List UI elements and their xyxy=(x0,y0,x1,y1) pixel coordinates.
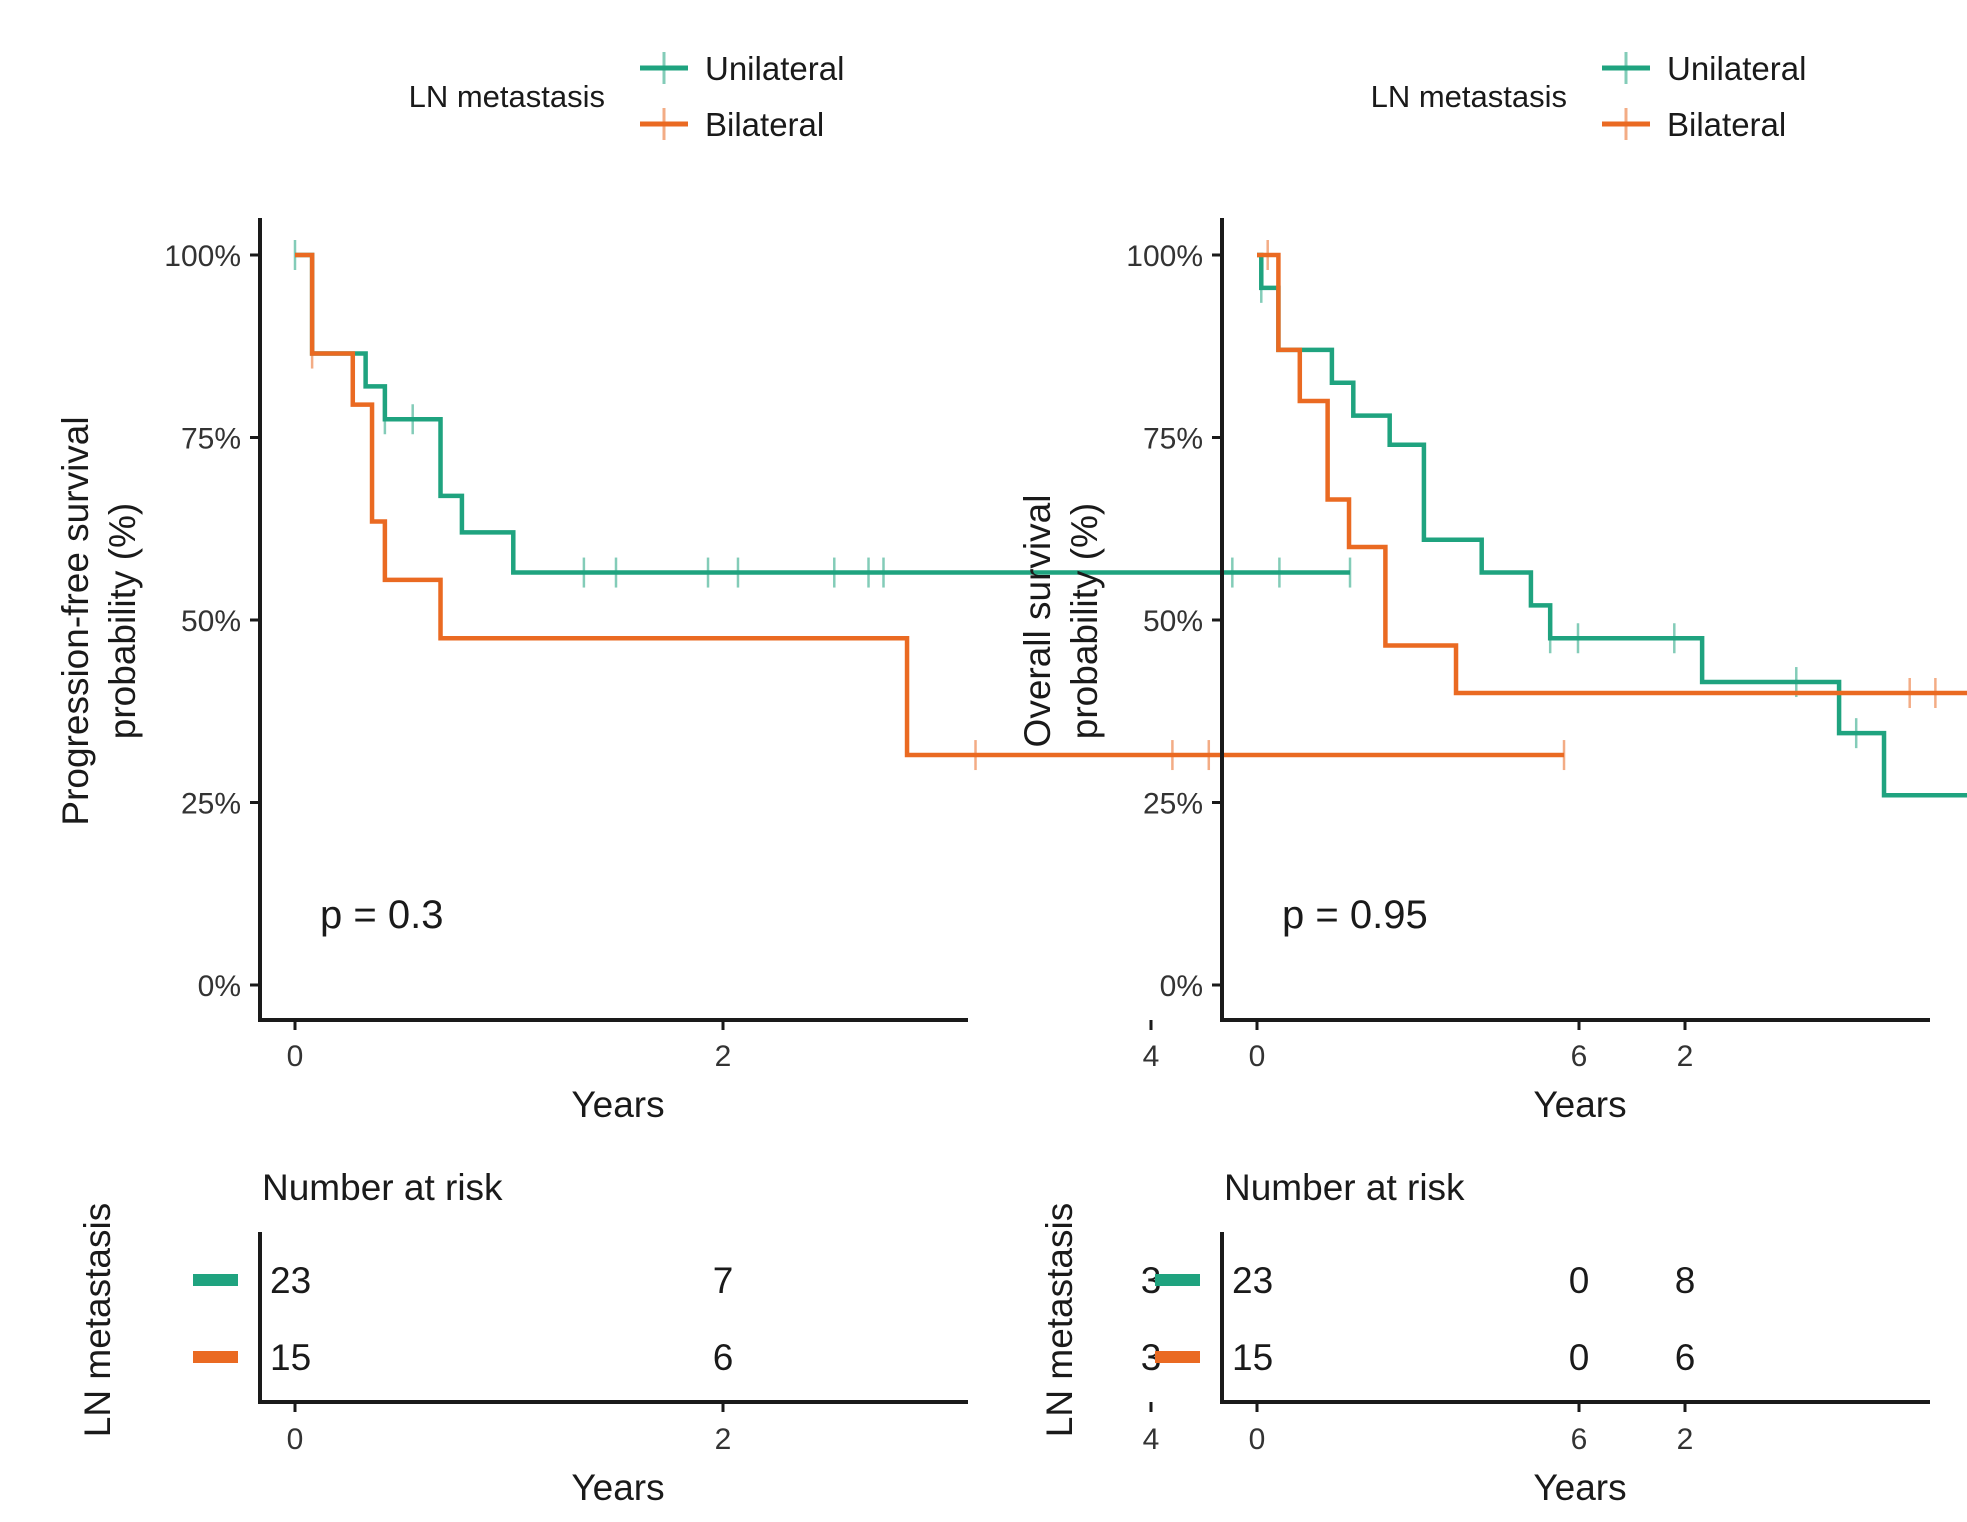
risk-x-tick-label: 6 xyxy=(1571,1423,1588,1456)
risk-swatch-bilateral xyxy=(193,1351,238,1363)
x-axis-title: Years xyxy=(571,1084,664,1125)
risk-x-tick-label: 2 xyxy=(715,1423,732,1456)
y-axis-title-line1: Overall survival xyxy=(1017,495,1058,748)
risk-value-bilateral: 3 xyxy=(1141,1337,1162,1378)
y-tick-label: 0% xyxy=(198,970,241,1003)
series-bilateral xyxy=(295,252,1566,771)
risk-swatch-bilateral xyxy=(1155,1351,1200,1363)
legend-swatch-bilateral xyxy=(1602,108,1650,140)
survival-curve-unilateral xyxy=(1257,252,1967,798)
risk-x-tick-label: 0 xyxy=(1249,1423,1266,1456)
x-tick-label: 2 xyxy=(1677,1040,1694,1073)
x-axis-title: Years xyxy=(1533,1084,1626,1125)
risk-x-tick-label: 2 xyxy=(1677,1423,1694,1456)
risk-value-unilateral: 3 xyxy=(1141,1260,1162,1301)
x-tick-label: 0 xyxy=(287,1040,304,1073)
y-tick-label: 50% xyxy=(181,605,241,638)
y-tick-label: 50% xyxy=(1143,605,1203,638)
y-tick-label: 25% xyxy=(1143,788,1203,821)
axes: 0% 25% 50% 75% 100% 0 2 4 6 Years Overall survival… xyxy=(1017,218,1930,1125)
p-value: p = 0.95 xyxy=(1282,893,1428,937)
series-unilateral xyxy=(293,240,1352,588)
survival-curve-bilateral xyxy=(295,252,1565,758)
risk-x-axis-title: Years xyxy=(571,1467,664,1508)
risk-value-bilateral: 6 xyxy=(713,1337,734,1378)
y-axis-title-line2: probability (%) xyxy=(102,503,143,739)
risk-value-bilateral: 15 xyxy=(270,1337,311,1378)
risk-value-bilateral: 0 xyxy=(1569,1337,1590,1378)
y-axis-title-line2: probability (%) xyxy=(1064,503,1105,739)
risk-value-unilateral: 7 xyxy=(713,1260,734,1301)
x-tick-label: 2 xyxy=(715,1040,732,1073)
y-tick-label: 75% xyxy=(1143,423,1203,456)
risk-value-unilateral: 8 xyxy=(1675,1260,1696,1301)
km-panel-left: LN metastasis Unilateral Bilateral 0% 25% 50%… xyxy=(55,50,1589,1508)
risk-swatch-unilateral xyxy=(1155,1274,1200,1286)
km-panel-right: LN metastasis Unilateral Bilateral 0% 25% 50%… xyxy=(1017,50,1967,1508)
legend-label-unilateral: Unilateral xyxy=(1667,50,1806,87)
y-tick-label: 0% xyxy=(1160,970,1203,1003)
risk-value-bilateral: 6 xyxy=(1675,1337,1696,1378)
risk-value-unilateral: 23 xyxy=(1232,1260,1273,1301)
risk-x-tick-label: 4 xyxy=(1143,1423,1160,1456)
x-tick-label: 6 xyxy=(1571,1040,1588,1073)
risk-table-title: Number at risk xyxy=(1224,1167,1465,1208)
y-axis-title-line1: Progression-free survival xyxy=(55,416,96,825)
risk-y-axis-title: LN metastasis xyxy=(77,1203,118,1437)
y-tick-label: 75% xyxy=(181,423,241,456)
legend: LN metastasis Unilateral Bilateral xyxy=(409,50,845,143)
legend-title: LN metastasis xyxy=(1371,79,1567,114)
p-value: p = 0.3 xyxy=(320,893,443,937)
risk-table: Number at risk 0 2 4 6 Years LN metastasis 23 7 3… xyxy=(77,1167,1589,1508)
y-tick-label: 25% xyxy=(181,788,241,821)
risk-value-unilateral: 0 xyxy=(1569,1260,1590,1301)
legend: LN metastasis Unilateral Bilateral xyxy=(1371,50,1807,143)
legend-label-bilateral: Bilateral xyxy=(705,106,824,143)
legend-title: LN metastasis xyxy=(409,79,605,114)
y-tick-label: 100% xyxy=(1126,240,1203,273)
legend-swatch-unilateral xyxy=(1602,52,1650,84)
risk-x-axis-title: Years xyxy=(1533,1467,1626,1508)
survival-curve-bilateral xyxy=(1257,252,1967,696)
risk-y-axis-title: LN metastasis xyxy=(1039,1203,1080,1437)
y-tick-label: 100% xyxy=(164,240,241,273)
series-bilateral xyxy=(1257,240,1967,708)
legend-label-bilateral: Bilateral xyxy=(1667,106,1786,143)
x-tick-label: 0 xyxy=(1249,1040,1266,1073)
survival-curve-unilateral xyxy=(295,252,1351,575)
axes: 0% 25% 50% 75% 100% 0 2 4 6 Years Progression-free… xyxy=(55,218,1587,1125)
legend-swatch-unilateral xyxy=(640,52,688,84)
risk-x-tick-label: 0 xyxy=(287,1423,304,1456)
risk-swatch-unilateral xyxy=(193,1274,238,1286)
risk-table-title: Number at risk xyxy=(262,1167,503,1208)
risk-value-bilateral: 15 xyxy=(1232,1337,1273,1378)
x-tick-label: 4 xyxy=(1143,1040,1160,1073)
series-unilateral xyxy=(1257,252,1967,798)
risk-value-unilateral: 23 xyxy=(270,1260,311,1301)
risk-table: Number at risk 0 2 4 6 Years LN metastasis 23 8 3… xyxy=(1039,1167,1930,1508)
legend-label-unilateral: Unilateral xyxy=(705,50,844,87)
legend-swatch-bilateral xyxy=(640,108,688,140)
